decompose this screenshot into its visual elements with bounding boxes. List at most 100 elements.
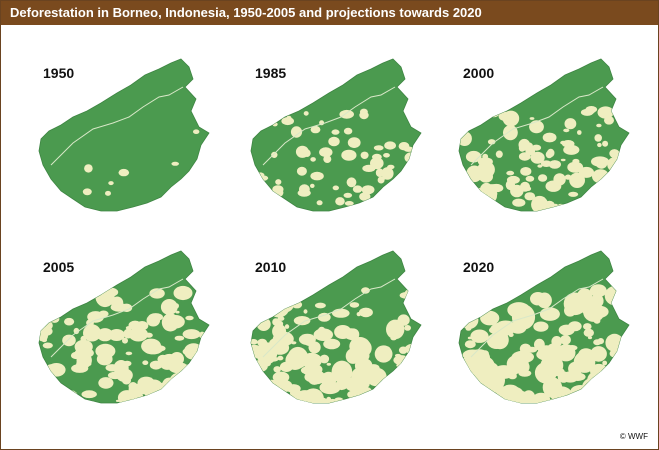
deforested-patch xyxy=(166,315,185,329)
deforested-patch xyxy=(62,334,76,347)
deforested-patch xyxy=(479,117,484,121)
deforested-patch xyxy=(284,324,290,329)
deforested-patch xyxy=(551,401,559,403)
deforested-patch xyxy=(252,382,261,390)
deforested-patch xyxy=(312,212,320,216)
deforested-patch xyxy=(617,98,626,107)
deforested-patch xyxy=(346,177,357,188)
border-line xyxy=(470,86,604,166)
deforested-patch xyxy=(560,334,571,345)
deforested-patch xyxy=(579,396,593,403)
deforested-patch xyxy=(373,387,390,403)
deforested-patch xyxy=(58,389,78,401)
deforested-patch xyxy=(302,368,313,375)
deforested-patch xyxy=(285,351,305,370)
deforested-patch xyxy=(459,396,468,403)
deforested-patch xyxy=(383,198,388,203)
deforested-patch xyxy=(399,389,419,403)
deforested-patch xyxy=(83,324,101,342)
deforested-patch xyxy=(520,167,532,176)
deforested-patch xyxy=(284,400,291,403)
deforested-patch xyxy=(332,308,350,318)
deforested-patch xyxy=(607,365,623,383)
deforested-patch xyxy=(567,161,584,173)
deforested-patch xyxy=(303,111,309,116)
deforested-patch xyxy=(251,172,252,177)
deforested-patch xyxy=(404,152,419,164)
deforested-patch xyxy=(359,379,370,389)
deforested-patch xyxy=(498,111,513,122)
deforested-patch xyxy=(595,158,608,169)
deforested-patch xyxy=(532,392,551,403)
deforested-patch xyxy=(552,405,557,409)
deforested-patch xyxy=(122,337,128,344)
deforested-patch xyxy=(570,385,591,399)
deforested-patch xyxy=(486,333,506,349)
deforested-patch xyxy=(470,390,480,399)
deforested-patch xyxy=(186,382,198,393)
deforested-patch xyxy=(591,370,597,374)
deforested-patch xyxy=(393,355,410,366)
deforested-patch xyxy=(251,354,252,360)
deforested-patch xyxy=(459,367,467,383)
border-line xyxy=(50,86,184,166)
deforested-patch xyxy=(569,172,585,188)
deforested-patch xyxy=(149,288,165,299)
deforested-patch xyxy=(39,330,49,342)
deforested-patch xyxy=(525,147,536,156)
deforested-patch xyxy=(171,161,179,166)
deforested-patch xyxy=(193,129,200,134)
deforested-patch xyxy=(39,100,47,112)
deforested-patch xyxy=(481,350,489,357)
deforested-patch xyxy=(182,329,201,340)
deforested-patch xyxy=(46,384,67,399)
deforested-patch xyxy=(318,326,326,334)
deforested-patch xyxy=(174,335,185,341)
borneo-map xyxy=(250,58,422,216)
deforested-patch xyxy=(482,296,490,302)
deforested-patch xyxy=(505,209,516,211)
deforested-patch xyxy=(508,113,516,118)
deforested-patch xyxy=(577,130,582,135)
deforested-patch xyxy=(118,168,130,177)
deforested-patch xyxy=(593,339,602,346)
deforested-patch xyxy=(592,392,612,403)
deforested-patch xyxy=(494,320,517,335)
deforested-patch xyxy=(149,360,163,370)
deforested-patch xyxy=(301,395,311,401)
deforested-patch xyxy=(592,169,610,184)
deforested-patch xyxy=(524,192,536,201)
deforested-patch xyxy=(387,374,397,381)
deforested-patch xyxy=(590,396,605,403)
deforested-patch xyxy=(512,198,526,207)
deforested-patch xyxy=(310,183,315,188)
deforested-patch xyxy=(587,336,593,340)
deforested-patch xyxy=(478,189,496,209)
deforested-patch xyxy=(598,394,618,403)
deforested-patch xyxy=(383,153,390,158)
border-line xyxy=(262,86,396,166)
deforested-patch xyxy=(507,302,531,318)
deforested-patch xyxy=(312,405,319,411)
deforested-patch xyxy=(377,391,390,400)
deforested-patch xyxy=(336,374,351,385)
deforested-patch xyxy=(251,401,256,403)
border-line xyxy=(470,278,604,358)
deforested-patch xyxy=(373,387,389,403)
deforested-patch xyxy=(153,399,169,403)
deforested-patch xyxy=(194,388,202,393)
deforested-patch xyxy=(286,115,292,121)
deforested-patch xyxy=(364,392,371,399)
deforested-patch xyxy=(599,370,610,376)
deforested-patch xyxy=(347,390,360,399)
deforested-patch xyxy=(618,404,625,412)
border-line xyxy=(50,278,184,358)
deforested-patch xyxy=(479,401,490,403)
deforested-patch xyxy=(597,106,614,119)
deforested-patch xyxy=(286,384,301,394)
deforested-patch xyxy=(557,371,570,383)
deforested-patch xyxy=(39,306,48,314)
deforested-patch xyxy=(531,195,549,211)
deforested-patch xyxy=(273,404,282,414)
deforested-patch xyxy=(257,175,269,181)
